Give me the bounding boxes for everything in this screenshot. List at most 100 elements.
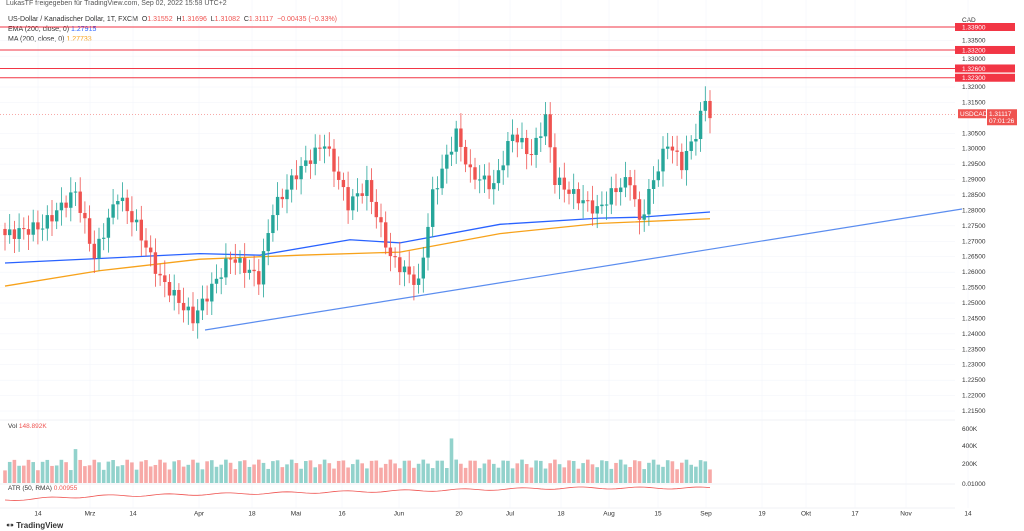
volume-bar [97, 462, 101, 483]
open-value: 1.31552 [147, 16, 173, 23]
candle-body [69, 192, 73, 208]
volume-bar [167, 469, 172, 483]
atr-value: 0.00955 [53, 485, 78, 492]
volume-bar [454, 459, 458, 483]
candle-body [543, 114, 548, 137]
volume-bar [304, 461, 308, 483]
volume-bar [341, 460, 346, 483]
symbol-badge-text: USDCAD [960, 111, 988, 118]
candle-body [167, 282, 172, 296]
candle-body [628, 177, 632, 186]
candle-body [435, 188, 440, 190]
candle-body [8, 229, 12, 236]
candle-body [581, 200, 585, 204]
candle-body [73, 191, 78, 193]
volume-bar [17, 465, 21, 483]
candle-body [421, 257, 425, 279]
candle-body [694, 139, 698, 142]
level-price: 1.32600 [962, 66, 986, 73]
volume-bar [59, 459, 64, 483]
volume-bar [247, 466, 252, 483]
volume-tick: 200K [962, 461, 978, 468]
candle-body [36, 222, 40, 230]
price-tick: 1.27500 [962, 223, 986, 230]
volume-bar [360, 463, 364, 483]
candle-body [365, 180, 369, 196]
candle-body [341, 179, 346, 188]
candle-body [106, 217, 111, 238]
atr-line [4, 486, 711, 501]
candle-body [557, 177, 562, 186]
candle-body [661, 148, 665, 172]
volume-bar [388, 459, 393, 483]
candle-body [200, 298, 205, 311]
price-tick: 1.32000 [962, 84, 986, 91]
price-axis [955, 0, 1024, 531]
candle-body [280, 196, 284, 200]
tradingview-logo[interactable]: ⁌⁍ TradingView [6, 521, 64, 530]
candle-body [210, 283, 214, 302]
volume-bar [214, 466, 219, 483]
volume-bar [473, 460, 477, 483]
candle-body [266, 233, 270, 252]
volume-bar [374, 460, 379, 483]
candle-body [454, 128, 458, 152]
volume-bar [327, 463, 332, 483]
price-tick: 1.30000 [962, 146, 986, 153]
candle-body [238, 258, 242, 263]
volume-bar [210, 460, 214, 483]
volume-bar [233, 469, 238, 483]
candle-body [219, 277, 223, 279]
candle-body [304, 160, 308, 166]
h-label: H [176, 16, 182, 23]
candle-body [92, 243, 96, 259]
atr-label: ATR (50, RMA) [8, 485, 52, 492]
candle-body [567, 189, 571, 194]
volume-bar [31, 462, 35, 483]
candle-body [285, 189, 289, 200]
date-tick: Sep [700, 511, 712, 518]
volume-bar [163, 462, 167, 483]
volume-bar [689, 464, 693, 483]
volume-bar [153, 464, 158, 483]
candle-body [144, 240, 148, 248]
ema-legend[interactable]: EMA (200, close, 0) 1.27915 [8, 25, 337, 35]
candle-body [327, 146, 331, 149]
volume-bar [548, 463, 552, 483]
candle-body [510, 134, 515, 142]
candle-body [50, 215, 54, 222]
price-tick: 1.33500 [962, 38, 986, 45]
volume-bar [637, 461, 642, 483]
candle-body [308, 160, 313, 164]
volume-bar [125, 459, 129, 483]
candle-body [299, 165, 303, 180]
candle-body [384, 222, 388, 248]
price-tick: 1.21500 [962, 408, 986, 415]
volume-bar [675, 469, 679, 483]
volume-bar [238, 461, 242, 483]
candle-body [708, 100, 712, 119]
volume-bar [148, 466, 153, 483]
price-tick: 1.22000 [962, 393, 986, 400]
candle-body [666, 146, 670, 149]
ma-legend[interactable]: MA (200, close, 0) 1.27733 [8, 35, 337, 45]
candle-body [600, 204, 604, 207]
candle-body [506, 141, 510, 166]
candle-body [492, 183, 496, 190]
volume-bar [416, 463, 421, 483]
candle-body [609, 188, 613, 205]
volume-bar [581, 463, 585, 483]
countdown: 07:01:26 [989, 118, 1015, 125]
volume-bar [628, 467, 632, 483]
volume-bar [539, 460, 543, 483]
volume-bar [426, 463, 430, 483]
price-tick: 1.28000 [962, 207, 986, 214]
volume-tick: 600K [962, 426, 978, 433]
candle-body [360, 193, 364, 196]
date-tick: 14 [34, 511, 42, 518]
candle-body [431, 189, 435, 227]
level-price: 1.33200 [962, 47, 986, 54]
candle-body [698, 110, 703, 140]
volume-bar [703, 461, 708, 483]
